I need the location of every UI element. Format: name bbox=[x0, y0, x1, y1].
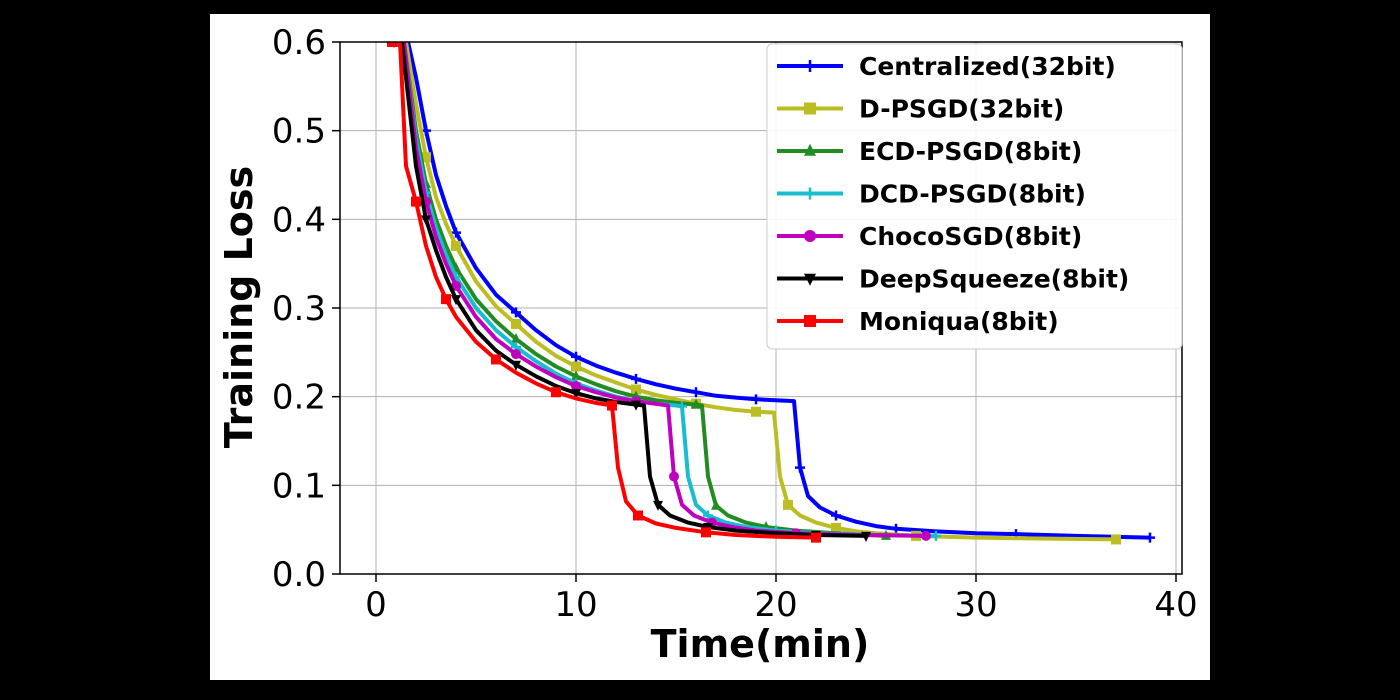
series-lines bbox=[387, 42, 1155, 545]
data-point bbox=[511, 318, 521, 329]
legend-swatch-marker bbox=[804, 102, 816, 115]
data-point bbox=[711, 499, 721, 510]
series-line bbox=[396, 42, 927, 538]
data-point bbox=[631, 384, 641, 395]
legend-item: ChocoSGD(8bit) bbox=[777, 222, 1082, 251]
x-tick-label: 30 bbox=[954, 585, 997, 625]
x-tick-label: 10 bbox=[554, 585, 597, 625]
data-point bbox=[691, 387, 701, 398]
data-point bbox=[451, 295, 461, 306]
y-tick-label: 0.1 bbox=[272, 466, 326, 506]
data-point bbox=[691, 398, 701, 409]
data-point bbox=[831, 510, 841, 521]
legend-swatch-marker bbox=[804, 187, 816, 200]
legend-box bbox=[766, 43, 1183, 350]
data-point bbox=[921, 530, 931, 541]
legend-label: ECD-PSGD(8bit) bbox=[859, 137, 1082, 166]
data-point bbox=[511, 360, 521, 371]
legend-item: Moniqua(8bit) bbox=[777, 307, 1059, 336]
legend-swatch-marker bbox=[804, 315, 816, 327]
series-line bbox=[400, 42, 1151, 540]
y-tick-label: 0.5 bbox=[272, 112, 326, 152]
legend-item: DCD-PSGD(8bit) bbox=[777, 180, 1086, 209]
training-loss-chart: 0 10 20 30 40 0.0 0.1 0.2 0.3 0.4 0.5 0.6 Time(min)… bbox=[217, 23, 1198, 666]
data-point bbox=[421, 215, 431, 226]
legend-swatch-marker bbox=[804, 143, 816, 156]
data-point bbox=[631, 400, 641, 411]
y-tick-label: 0.4 bbox=[272, 200, 326, 240]
legend: Centralized(32bit) D-PSGD(32bit) ECD-PSGD(… bbox=[766, 43, 1183, 350]
legend-swatch-marker bbox=[804, 230, 816, 242]
data-point bbox=[751, 394, 761, 405]
data-point bbox=[491, 354, 501, 365]
y-axis-label: Training Loss bbox=[217, 166, 261, 448]
y-tick-label: 0.0 bbox=[272, 555, 326, 595]
data-point bbox=[703, 510, 713, 521]
data-point bbox=[831, 522, 841, 533]
data-point bbox=[571, 389, 581, 400]
legend-label: ChocoSGD(8bit) bbox=[859, 222, 1082, 251]
y-tick-label: 0.2 bbox=[272, 378, 326, 418]
data-point bbox=[441, 294, 451, 305]
data-point bbox=[861, 531, 871, 542]
data-point bbox=[511, 333, 521, 344]
data-point bbox=[571, 351, 581, 362]
data-point bbox=[551, 387, 561, 398]
data-point bbox=[571, 370, 581, 381]
series-line bbox=[396, 42, 887, 538]
data-point bbox=[511, 307, 521, 318]
legend-swatch-marker bbox=[804, 60, 816, 72]
y-tick-label: 0.3 bbox=[272, 289, 326, 329]
x-tick-label: 0 bbox=[365, 585, 387, 625]
data-point bbox=[631, 373, 641, 384]
data-point bbox=[387, 42, 397, 47]
legend-label: Moniqua(8bit) bbox=[859, 307, 1059, 336]
legend-label: Centralized(32bit) bbox=[859, 52, 1116, 81]
data-point bbox=[633, 510, 643, 521]
data-point bbox=[795, 462, 805, 473]
x-tick-label: 40 bbox=[1154, 585, 1197, 625]
series-moniqua-8bit- bbox=[387, 42, 821, 543]
chart-figure: 0 10 20 30 40 0.0 0.1 0.2 0.3 0.4 0.5 0.6 Time(min)… bbox=[210, 14, 1210, 680]
data-point bbox=[811, 532, 821, 543]
legend-item: ECD-PSGD(8bit) bbox=[777, 137, 1082, 166]
x-axis-label: Time(min) bbox=[651, 622, 870, 666]
data-point bbox=[653, 500, 663, 511]
data-point bbox=[1145, 532, 1155, 543]
data-point bbox=[751, 406, 761, 417]
legend-label: DCD-PSGD(8bit) bbox=[859, 180, 1086, 209]
legend-item: D-PSGD(32bit) bbox=[777, 95, 1064, 124]
data-point bbox=[511, 349, 521, 360]
y-tick-label: 0.6 bbox=[272, 23, 326, 63]
legend-label: D-PSGD(32bit) bbox=[859, 95, 1064, 124]
axes: 0 10 20 30 40 0.0 0.1 0.2 0.3 0.4 0.5 0.6 bbox=[272, 23, 1198, 625]
data-point bbox=[451, 280, 461, 291]
data-point bbox=[701, 527, 711, 538]
legend-swatch-marker bbox=[804, 273, 816, 286]
data-point bbox=[571, 381, 581, 392]
data-point bbox=[891, 523, 901, 534]
series-line bbox=[398, 42, 1117, 542]
data-point bbox=[411, 196, 421, 207]
data-point bbox=[783, 499, 793, 510]
data-point bbox=[421, 152, 431, 163]
data-point bbox=[931, 530, 941, 541]
legend-item: DeepSqueeze(8bit) bbox=[777, 265, 1129, 294]
data-point bbox=[571, 361, 581, 372]
data-point bbox=[1111, 534, 1121, 545]
legend-item: Centralized(32bit) bbox=[777, 52, 1116, 81]
series-d-psgd-32bit- bbox=[393, 42, 1121, 545]
legend-label: DeepSqueeze(8bit) bbox=[859, 265, 1129, 294]
x-tick-label: 20 bbox=[754, 585, 797, 625]
data-point bbox=[451, 240, 461, 251]
data-point bbox=[669, 471, 679, 482]
data-point bbox=[677, 401, 687, 412]
data-point bbox=[451, 227, 461, 238]
data-point bbox=[607, 400, 617, 411]
